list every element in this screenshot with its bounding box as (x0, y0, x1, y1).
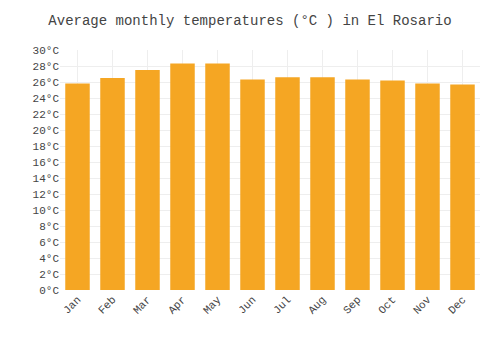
svg-text:8°C: 8°C (39, 221, 59, 233)
svg-text:Average monthly temperatures (: Average monthly temperatures (°C ) in El… (48, 13, 451, 29)
svg-text:Sep: Sep (341, 294, 363, 316)
svg-text:22°C: 22°C (33, 109, 60, 121)
svg-text:Jul: Jul (271, 294, 293, 316)
svg-text:12°C: 12°C (33, 189, 60, 201)
svg-text:30°C: 30°C (33, 45, 60, 57)
svg-text:Dec: Dec (446, 294, 468, 316)
svg-text:Feb: Feb (96, 294, 118, 316)
svg-text:May: May (201, 294, 224, 317)
svg-text:28°C: 28°C (33, 61, 60, 73)
svg-text:14°C: 14°C (33, 173, 60, 185)
svg-text:Jun: Jun (236, 294, 258, 316)
svg-text:2°C: 2°C (39, 269, 59, 281)
svg-text:0°C: 0°C (39, 285, 59, 297)
svg-text:24°C: 24°C (33, 93, 60, 105)
svg-text:Apr: Apr (166, 294, 188, 316)
svg-text:6°C: 6°C (39, 237, 59, 249)
svg-text:Mar: Mar (131, 294, 153, 316)
svg-text:Nov: Nov (411, 294, 434, 317)
svg-text:Jan: Jan (61, 294, 83, 316)
svg-text:16°C: 16°C (33, 157, 60, 169)
svg-text:10°C: 10°C (33, 205, 60, 217)
svg-text:Aug: Aug (306, 294, 328, 316)
svg-text:Oct: Oct (376, 294, 398, 316)
svg-text:4°C: 4°C (39, 253, 59, 265)
svg-text:18°C: 18°C (33, 141, 60, 153)
svg-text:26°C: 26°C (33, 77, 60, 89)
svg-text:20°C: 20°C (33, 125, 60, 137)
